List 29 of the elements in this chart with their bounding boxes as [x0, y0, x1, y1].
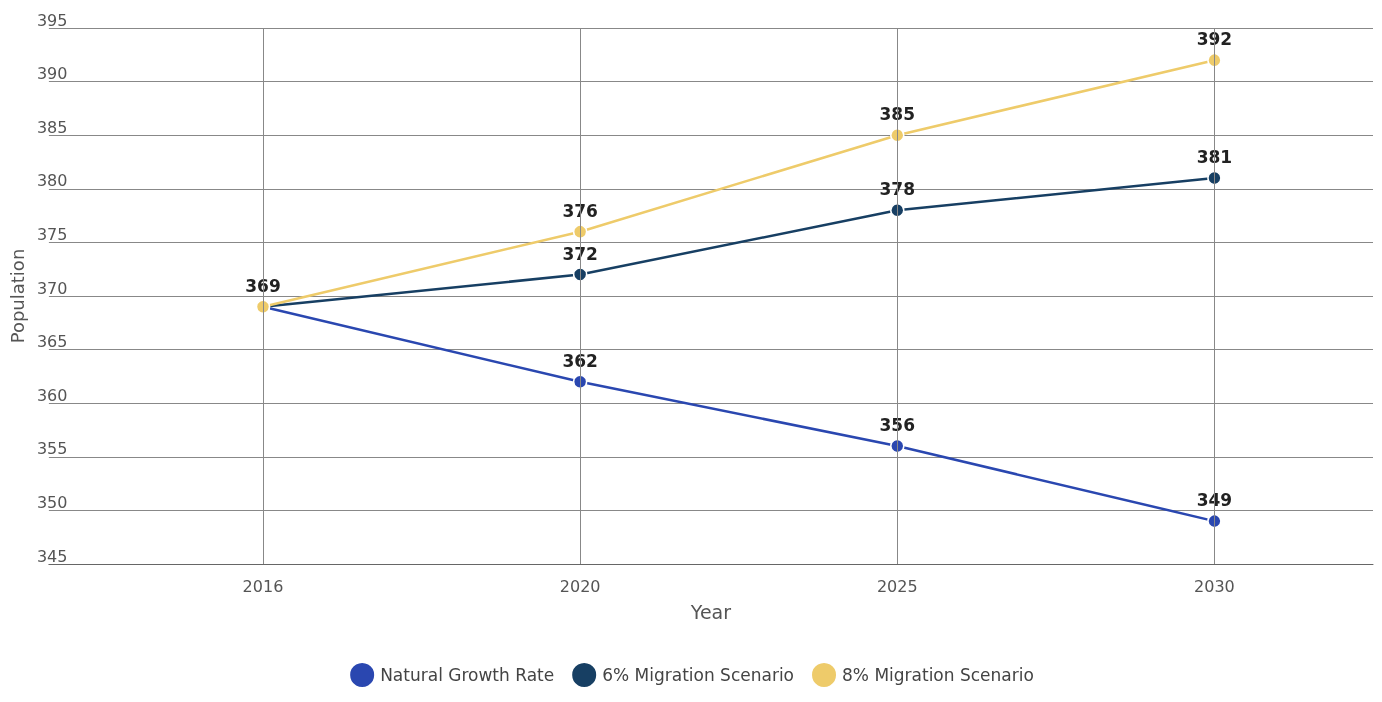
x-tick-label: 2030: [1194, 576, 1235, 596]
x-tick-label: 2020: [559, 576, 601, 596]
y-tick-label: 370: [36, 278, 68, 298]
y-tick-label: 345: [36, 546, 68, 566]
y-tick-label: 395: [36, 10, 68, 30]
y-tick-label: 360: [36, 385, 68, 405]
y-tick-label: 385: [36, 117, 68, 137]
data-label: 362: [562, 351, 598, 372]
y-tick-label: 355: [36, 439, 68, 459]
legend-label: Natural Growth Rate: [380, 665, 555, 685]
x-axis-title: Year: [689, 600, 732, 623]
data-label: 349: [1196, 490, 1233, 511]
x-tick-label: 2025: [876, 576, 918, 596]
data-label: 356: [879, 415, 916, 436]
y-tick-label: 380: [36, 171, 68, 191]
y-axis-title: Population: [6, 248, 28, 344]
data-label: 369: [245, 275, 281, 296]
legend-label: 8% Migration Scenario: [842, 665, 1034, 685]
y-tick-label: 350: [36, 492, 68, 512]
y-tick-label: 365: [36, 332, 68, 352]
data-label: 378: [879, 179, 916, 200]
data-label: 381: [1196, 147, 1233, 168]
x-tick-label: 2016: [242, 576, 284, 596]
data-label: 376: [562, 200, 598, 221]
y-tick-label: 375: [36, 224, 68, 244]
y-tick-label: 390: [36, 64, 68, 84]
legend-label: 6% Migration Scenario: [602, 665, 795, 685]
data-label: 385: [879, 104, 916, 125]
data-label: 392: [1196, 29, 1233, 50]
